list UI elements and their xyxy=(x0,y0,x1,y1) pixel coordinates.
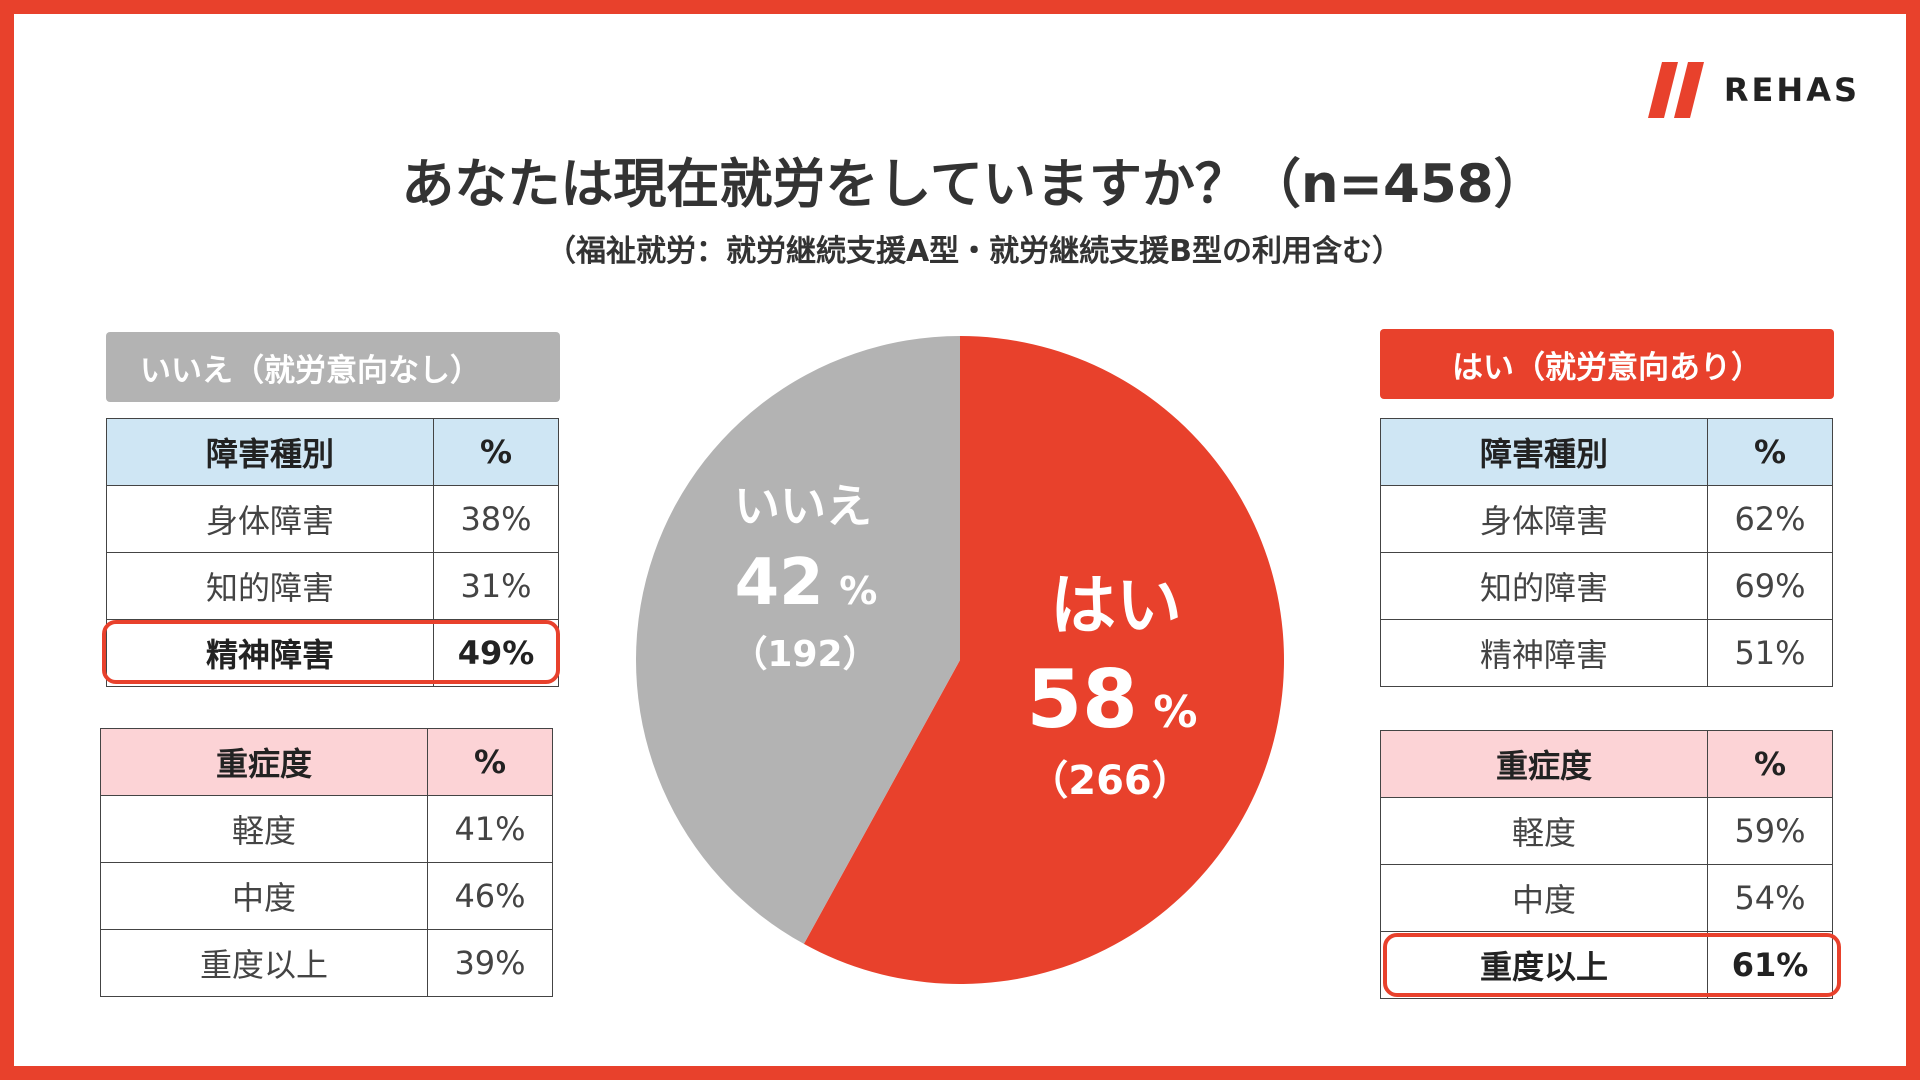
table-row: 身体障害 38% xyxy=(106,485,559,553)
yes-disability-table: 障害種別 % 身体障害 62% 知的障害 69% 精神障害 51% xyxy=(1380,418,1833,687)
row-pct: 41% xyxy=(427,795,553,863)
percent-unit: % xyxy=(839,569,877,613)
page-subtitle: （福祉就労：就労継続支援A型・就労継続支援B型の利用含む） xyxy=(545,234,1403,269)
col-header-severity: 重症度 xyxy=(1380,730,1708,798)
rehas-logo: REHAS xyxy=(1647,62,1860,118)
table-row: 軽度 59% xyxy=(1380,797,1833,865)
col-header-severity: 重症度 xyxy=(100,728,428,796)
row-label: 身体障害 xyxy=(106,485,434,553)
row-label: 身体障害 xyxy=(1380,485,1708,553)
row-label: 中度 xyxy=(1380,864,1708,932)
logo-text: REHAS xyxy=(1723,71,1860,109)
yes-severity-table: 重症度 % 軽度 59% 中度 54% 重度以上 61% xyxy=(1380,730,1833,999)
slice-percent-yes: 58 % xyxy=(1027,653,1198,746)
table-row: 身体障害 62% xyxy=(1380,485,1833,553)
row-label: 軽度 xyxy=(100,795,428,863)
row-label: 中度 xyxy=(100,862,428,930)
yes-group-header: はい（就労意向あり） xyxy=(1380,329,1834,399)
row-pct: 39% xyxy=(427,929,553,997)
row-pct: 46% xyxy=(427,862,553,930)
table-row: 知的障害 31% xyxy=(106,552,559,620)
row-pct: 51% xyxy=(1707,619,1833,687)
table-row: 中度 54% xyxy=(1380,864,1833,932)
table-row: 精神障害 51% xyxy=(1380,619,1833,687)
row-label: 重度以上 xyxy=(100,929,428,997)
percent-value: 42 xyxy=(735,546,824,620)
table-row-highlighted: 重度以上 61% xyxy=(1380,931,1833,999)
row-pct: 69% xyxy=(1707,552,1833,620)
col-header-pct: % xyxy=(427,728,553,796)
table-header-row: 重症度 % xyxy=(100,728,553,796)
slice-count-yes: （266） xyxy=(1028,758,1192,804)
col-header-type: 障害種別 xyxy=(1380,418,1708,486)
row-label: 知的障害 xyxy=(106,552,434,620)
page-title: あなたは現在就労をしていますか？（n=458） xyxy=(401,154,1547,215)
percent-value: 58 xyxy=(1027,653,1138,746)
row-label: 精神障害 xyxy=(1380,619,1708,687)
row-label: 軽度 xyxy=(1380,797,1708,865)
row-pct: 59% xyxy=(1707,797,1833,865)
percent-unit: % xyxy=(1153,687,1197,738)
table-row: 重度以上 39% xyxy=(100,929,553,997)
slice-percent-no: 42 % xyxy=(735,546,878,620)
slice-label-no: いいえ xyxy=(734,479,872,533)
row-pct: 38% xyxy=(433,485,559,553)
row-label: 重度以上 xyxy=(1380,931,1708,999)
row-pct: 61% xyxy=(1707,931,1833,999)
no-group-header: いいえ（就労意向なし） xyxy=(106,332,560,402)
slice-label-yes: はい xyxy=(1050,567,1182,644)
row-pct: 54% xyxy=(1707,864,1833,932)
no-severity-table: 重症度 % 軽度 41% 中度 46% 重度以上 39% xyxy=(100,728,553,997)
table-row: 中度 46% xyxy=(100,862,553,930)
slice-count-no: （192） xyxy=(731,634,878,675)
pie-slice-no xyxy=(636,336,960,944)
logo-slash-icon xyxy=(1647,62,1704,118)
table-row: 軽度 41% xyxy=(100,795,553,863)
table-row: 知的障害 69% xyxy=(1380,552,1833,620)
pie-slice-yes xyxy=(803,336,1284,984)
no-disability-table: 障害種別 % 身体障害 38% 知的障害 31% 精神障害 49% xyxy=(106,418,559,687)
table-header-row: 障害種別 % xyxy=(1380,418,1833,486)
row-pct: 62% xyxy=(1707,485,1833,553)
table-header-row: 重症度 % xyxy=(1380,730,1833,798)
